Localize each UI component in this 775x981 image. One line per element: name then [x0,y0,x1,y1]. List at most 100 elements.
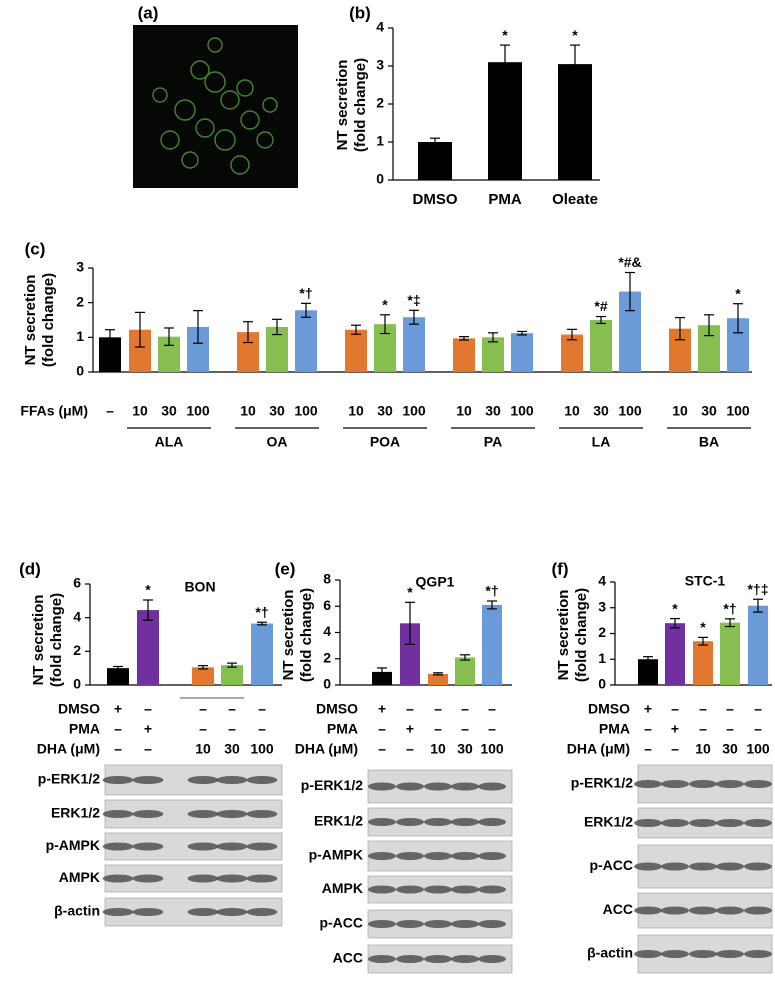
significance-label: *† [485,583,498,599]
y-axis-label: NT secretion [280,590,297,681]
blot-band [689,819,717,827]
treatment-value: – [228,701,236,717]
blot-band [102,874,134,883]
treatment-value: – [378,721,386,737]
blot-band [716,862,744,871]
treatment-value: – [671,741,679,757]
treatment-value: – [114,721,122,737]
y-tick-label: 0 [376,171,384,187]
x-tick-label: 10 [132,403,148,419]
x-tick-label: 30 [377,403,393,419]
blot-band [102,810,134,818]
bar [418,142,452,180]
blot-band [689,780,717,788]
y-tick-label: 3 [598,598,606,614]
treatment-value: – [699,721,707,737]
treatment-value: – [754,701,762,717]
treatment-value: + [114,701,122,717]
blot-band [451,885,479,894]
treatment-value: 100 [480,741,504,757]
blot-label: ERK1/2 [584,814,633,830]
panel-label: (e) [275,559,296,578]
blot-band [246,874,278,883]
bar [669,328,691,372]
treatment-value: – [488,701,496,717]
blot-band [396,885,424,894]
blot-band [451,852,479,860]
y-tick-label: 3 [376,57,384,73]
x-tick-label: PMA [488,191,522,208]
bar [482,337,504,372]
treatment-value: – [228,721,236,737]
x-tick-label: 100 [186,403,210,419]
significance-label: *#& [618,254,641,270]
significance-label: * [145,582,151,598]
blot-band [396,818,424,826]
y-axis-label: NT secretion [30,595,47,686]
blot-band [368,885,396,894]
treatment-name: DHA (μM) [567,741,630,757]
bar [237,332,259,372]
significance-label: * [572,27,578,43]
blot-band [132,908,164,916]
blot-band [716,906,744,915]
bar [619,291,641,372]
treatment-name: DHA (μM) [37,741,100,757]
blot-band [187,908,219,916]
bar [638,659,658,685]
bar [99,337,121,372]
blot-band [246,810,278,818]
treatment-value: – [144,741,152,757]
bar [107,668,129,685]
y-tick-label: 0 [73,676,81,692]
blot-band [661,862,689,871]
bar [221,665,243,685]
y-tick-label: 1 [598,650,606,666]
blot-band [424,955,452,963]
blot-band [716,780,744,788]
blot-band [424,885,452,894]
treatment-value: – [434,721,442,737]
blot-band [187,874,219,883]
blot-band [132,874,164,883]
blot-label: ACC [333,950,363,966]
blot-band [396,782,424,791]
significance-label: *# [594,298,607,314]
bar [727,318,749,372]
treatment-value: – [671,701,679,717]
blot-label: AMPK [59,869,100,885]
group-label: ALA [155,434,184,450]
blot-band [424,782,452,791]
blot-label: β-actin [54,903,100,919]
y-tick-label: 1 [76,328,84,344]
blot-band [661,780,689,788]
x-axis-label: FFAs (μM) [20,403,88,419]
blot-band [634,950,662,958]
x-tick-label: 10 [240,403,256,419]
blot-band [368,818,396,826]
blot-label: p-ACC [589,857,633,873]
blot-band [661,819,689,827]
blot-band [396,920,424,928]
bar [251,623,273,685]
treatment-value: 30 [722,741,738,757]
bar [748,605,768,685]
x-tick-label: – [106,403,114,419]
blot-band [102,842,134,851]
group-label: BA [699,434,719,450]
blot-band [246,776,278,784]
blot-band [744,780,772,788]
blot-band [396,955,424,963]
y-tick-label: 8 [323,571,331,587]
blot-band [368,782,396,791]
bar [400,623,420,685]
blot-band [424,920,452,928]
treatment-value: 10 [195,741,211,757]
blot-band [744,862,772,871]
blot-band [634,819,662,827]
bar [129,329,151,372]
treatment-value: – [434,701,442,717]
significance-label: * [382,297,388,313]
blot-band [716,950,744,958]
blot-band [187,810,219,818]
